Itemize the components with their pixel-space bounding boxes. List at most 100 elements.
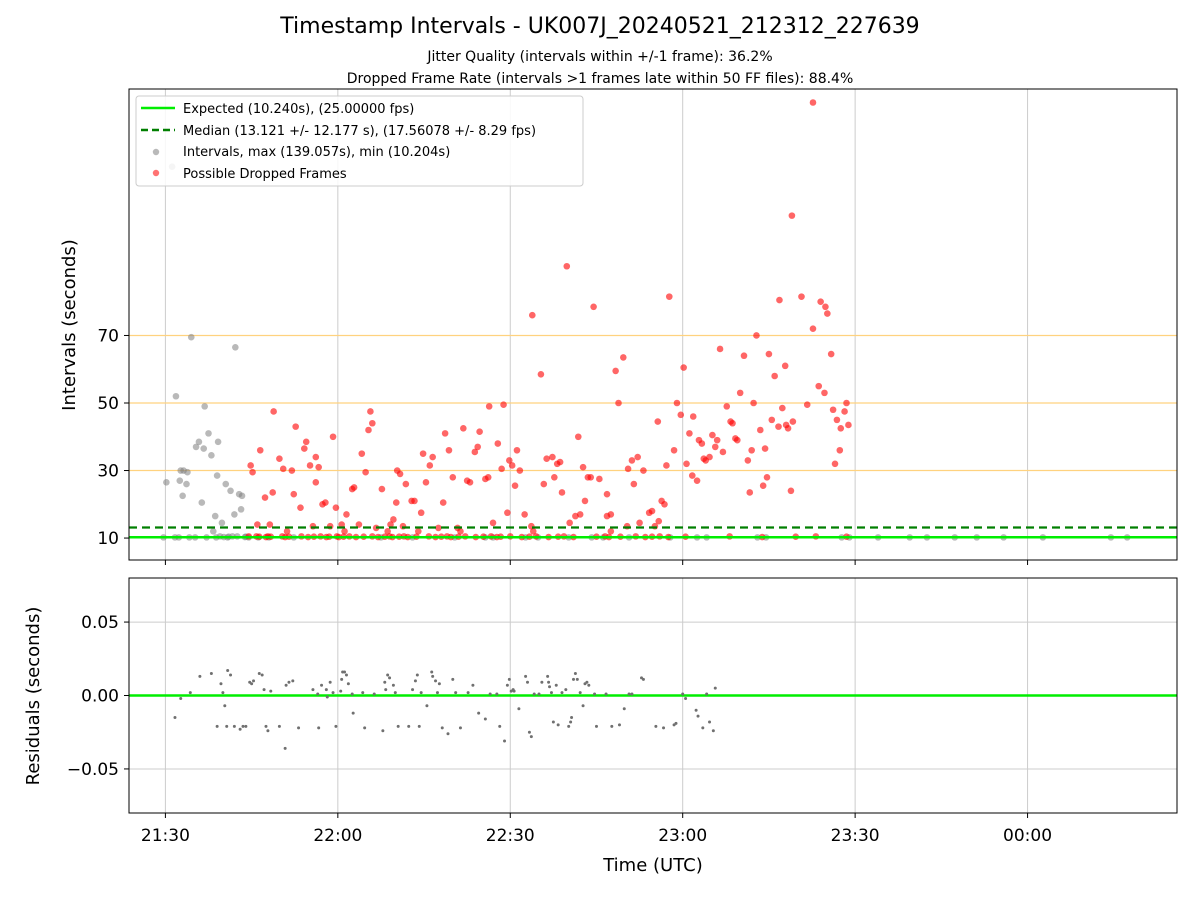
dropped-frame-point xyxy=(513,446,521,454)
dropped-frame-point xyxy=(332,504,340,511)
residual-point xyxy=(585,680,589,684)
x-tick-label: 22:30 xyxy=(486,826,535,846)
dropped-frame-point xyxy=(528,311,536,319)
dropped-frame-point xyxy=(787,487,795,495)
dropped-frame-point xyxy=(521,511,528,518)
dropped-frame-point xyxy=(759,482,767,490)
legend: Expected (10.240s), (25.00000 fps) Media… xyxy=(135,95,584,187)
residual-point xyxy=(430,670,434,674)
bottom-y-tick-label: 0.00 xyxy=(81,687,119,707)
residual-point xyxy=(287,680,291,684)
dropped-frame-point xyxy=(556,458,564,466)
dropped-frame-point xyxy=(581,497,589,505)
residual-point xyxy=(386,673,390,677)
dropped-frame-point xyxy=(362,468,369,476)
dropped-frame-point xyxy=(283,528,291,535)
legend-intervals-marker xyxy=(152,148,160,156)
residual-point xyxy=(232,724,236,728)
interval-point xyxy=(227,487,234,495)
dropped-frame-point xyxy=(753,332,760,339)
dropped-frame-point xyxy=(803,401,811,408)
dropped-frame-point xyxy=(665,293,673,300)
residual-point xyxy=(684,696,688,700)
dropped-frame-point xyxy=(634,453,641,461)
dropped-frame-point xyxy=(748,446,755,454)
residual-point xyxy=(325,695,329,699)
residual-point xyxy=(451,677,455,681)
residual-point xyxy=(477,711,481,715)
residual-point xyxy=(437,682,441,686)
legend-expected-label: Expected (10.240s), (25.00000 fps) xyxy=(183,102,414,117)
residual-point xyxy=(617,723,621,727)
x-tick-label: 23:30 xyxy=(831,826,880,846)
residual-point xyxy=(351,711,355,715)
residual-point xyxy=(575,677,579,681)
dropped-frame-point xyxy=(630,480,638,488)
residual-point xyxy=(654,724,658,728)
residual-point xyxy=(548,685,552,689)
dropped-frame-point xyxy=(537,371,545,378)
dropped-frame-point xyxy=(713,436,721,444)
interval-point xyxy=(232,343,239,351)
dropped-frame-point xyxy=(829,406,837,414)
residual-point xyxy=(419,691,423,695)
residual-point xyxy=(560,691,564,695)
residual-point xyxy=(587,683,591,687)
residual-point xyxy=(388,676,392,680)
dropped-frame-point xyxy=(402,480,410,488)
bottom-y-axis-label: Residuals (seconds) xyxy=(23,607,44,786)
dropped-frame-point xyxy=(628,457,636,464)
residual-point xyxy=(343,670,347,674)
dropped-frame-point xyxy=(607,528,615,535)
dropped-frame-point xyxy=(516,467,524,474)
dropped-frame-point xyxy=(711,443,719,451)
residual-point xyxy=(262,688,266,692)
residual-point xyxy=(350,692,354,696)
residual-point xyxy=(554,683,558,687)
dropped-frame-point xyxy=(329,433,337,441)
residual-point xyxy=(532,692,536,696)
dropped-frame-point xyxy=(833,416,841,424)
residual-point xyxy=(407,724,411,728)
residual-point xyxy=(662,726,666,730)
residual-point xyxy=(573,671,577,675)
residual-point xyxy=(517,707,521,711)
dropped-frame-point xyxy=(740,352,748,360)
dropped-frame-point xyxy=(686,430,693,437)
dropped-frame-point xyxy=(736,389,744,397)
residual-point xyxy=(328,680,332,684)
dropped-frame-point xyxy=(390,516,397,523)
interval-point xyxy=(201,403,208,410)
residual-point xyxy=(711,729,715,733)
residual-point xyxy=(537,692,541,696)
residual-point xyxy=(507,677,511,681)
residual-point xyxy=(564,688,568,692)
residual-point xyxy=(269,689,273,693)
dropped-frame-point xyxy=(798,293,805,300)
top-panel-content xyxy=(129,99,1177,541)
residual-point xyxy=(264,724,268,728)
dropped-frame-point xyxy=(474,443,481,451)
dropped-frame-point xyxy=(663,462,670,469)
residual-point xyxy=(705,692,709,696)
dropped-frame-point xyxy=(494,440,502,447)
dropped-frame-point xyxy=(789,418,797,425)
dropped-frame-point xyxy=(566,519,573,527)
dropped-frame-point xyxy=(489,519,497,527)
dropped-frame-point xyxy=(587,473,595,481)
dropped-frame-point xyxy=(765,350,773,358)
residual-point xyxy=(415,673,419,677)
residual-point xyxy=(334,724,338,728)
dropped-frame-point xyxy=(607,511,615,518)
residual-point xyxy=(434,679,438,683)
interval-point xyxy=(179,492,186,500)
dropped-frame-point xyxy=(636,519,643,527)
dropped-frame-point xyxy=(419,450,427,457)
interval-point xyxy=(237,506,245,513)
residual-point xyxy=(372,692,376,696)
dropped-frame-point xyxy=(677,411,685,419)
dropped-frame-point xyxy=(827,350,835,358)
residual-point xyxy=(188,691,192,695)
dropped-frame-point xyxy=(549,453,556,461)
interval-point xyxy=(200,445,208,452)
